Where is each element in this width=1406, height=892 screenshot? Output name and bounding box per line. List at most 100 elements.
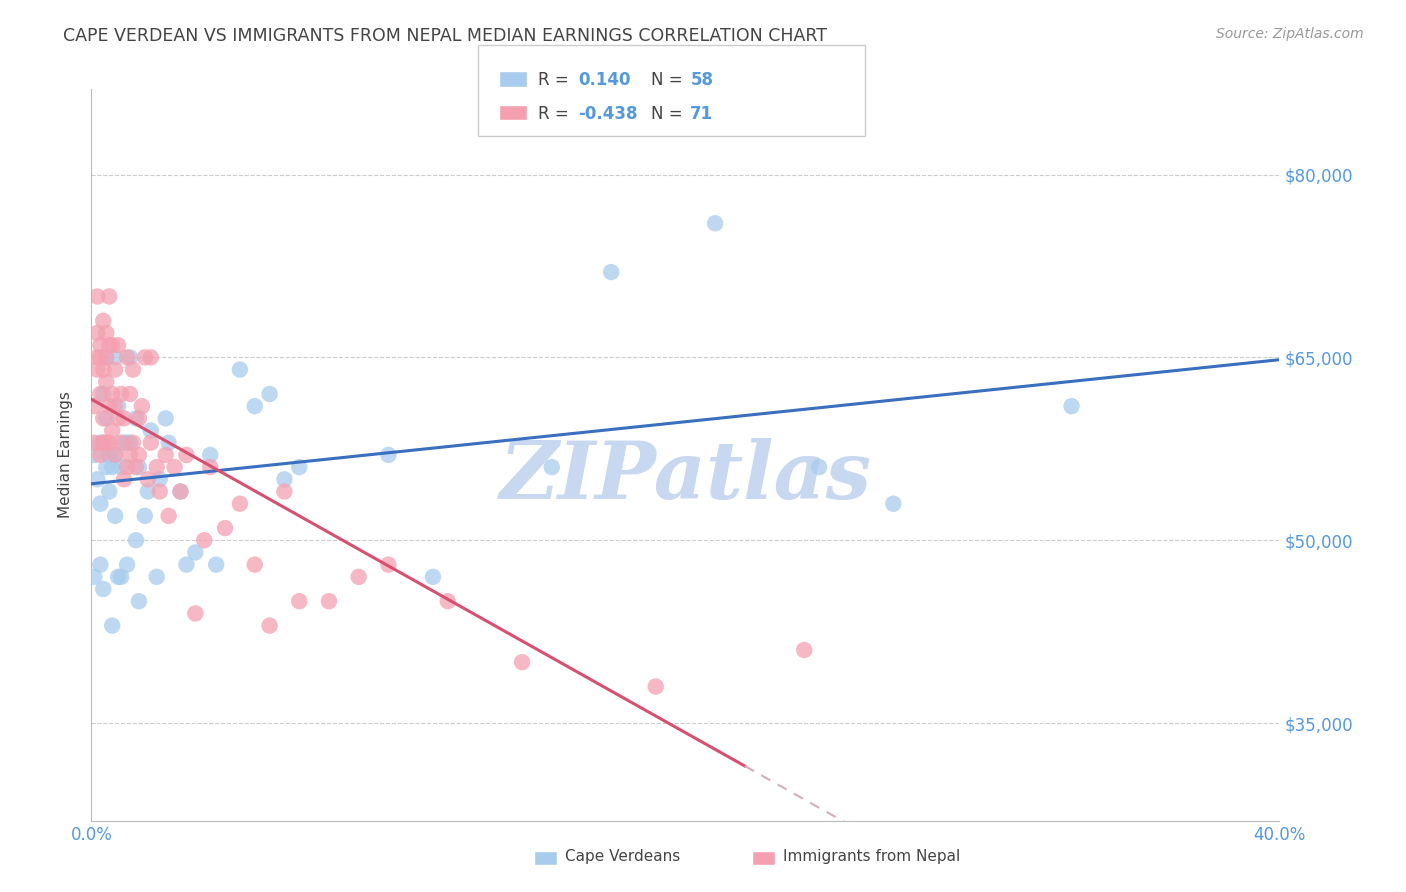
Point xyxy=(125,533,148,548)
Point xyxy=(89,448,111,462)
Point xyxy=(96,460,118,475)
Text: Immigrants from Nepal: Immigrants from Nepal xyxy=(783,849,960,864)
Point xyxy=(318,594,340,608)
Point xyxy=(86,362,108,376)
Point xyxy=(86,351,108,365)
Point xyxy=(229,497,252,511)
Point xyxy=(377,448,399,462)
Point xyxy=(510,655,533,669)
Point xyxy=(83,570,105,584)
Point xyxy=(98,289,121,303)
Point xyxy=(808,460,831,475)
Text: -0.438: -0.438 xyxy=(578,105,637,123)
Point xyxy=(110,387,132,401)
Point xyxy=(91,582,114,596)
Point xyxy=(118,387,141,401)
Point xyxy=(110,460,132,475)
Point xyxy=(98,435,121,450)
Point xyxy=(115,351,138,365)
Point xyxy=(125,460,148,475)
Point xyxy=(101,460,124,475)
Point xyxy=(128,594,150,608)
Point xyxy=(436,594,458,608)
Point xyxy=(112,435,135,450)
Point xyxy=(131,399,153,413)
Point xyxy=(86,472,108,486)
Point xyxy=(377,558,399,572)
Point xyxy=(184,545,207,559)
Point xyxy=(288,460,311,475)
Point xyxy=(112,472,135,486)
Point xyxy=(122,362,145,376)
Point xyxy=(200,460,222,475)
Point xyxy=(229,362,252,376)
Point xyxy=(793,643,815,657)
Point xyxy=(89,351,111,365)
Text: CAPE VERDEAN VS IMMIGRANTS FROM NEPAL MEDIAN EARNINGS CORRELATION CHART: CAPE VERDEAN VS IMMIGRANTS FROM NEPAL ME… xyxy=(63,27,827,45)
Point xyxy=(107,399,129,413)
Point xyxy=(83,399,105,413)
Point xyxy=(107,570,129,584)
Point xyxy=(1060,399,1083,413)
Point xyxy=(91,362,114,376)
Point xyxy=(184,607,207,621)
Point xyxy=(134,508,156,523)
Point xyxy=(101,618,124,632)
Point xyxy=(149,472,172,486)
Point xyxy=(91,435,114,450)
Point xyxy=(101,338,124,352)
Text: R =: R = xyxy=(538,105,575,123)
Point xyxy=(205,558,228,572)
Point xyxy=(273,472,295,486)
Text: 58: 58 xyxy=(690,71,713,89)
Text: N =: N = xyxy=(651,71,688,89)
Point xyxy=(422,570,444,584)
Point xyxy=(91,435,114,450)
Point xyxy=(169,484,191,499)
Point xyxy=(139,424,162,438)
Point xyxy=(104,508,127,523)
Point xyxy=(200,448,222,462)
Point xyxy=(96,411,118,425)
Point xyxy=(83,448,105,462)
Point xyxy=(89,435,111,450)
Point xyxy=(139,351,162,365)
Point xyxy=(139,435,162,450)
Point xyxy=(145,460,167,475)
Point xyxy=(176,558,198,572)
Point xyxy=(96,351,118,365)
Point xyxy=(91,387,114,401)
Point xyxy=(882,497,904,511)
Point xyxy=(86,289,108,303)
Point xyxy=(243,399,266,413)
Point xyxy=(91,314,114,328)
Point xyxy=(89,558,111,572)
Point xyxy=(98,448,121,462)
Y-axis label: Median Earnings: Median Earnings xyxy=(58,392,73,518)
Point xyxy=(347,570,370,584)
Point xyxy=(118,435,141,450)
Point xyxy=(644,680,666,694)
Point xyxy=(98,448,121,462)
Point xyxy=(118,448,141,462)
Point xyxy=(104,448,127,462)
Point xyxy=(136,472,159,486)
Point xyxy=(193,533,215,548)
Point xyxy=(104,448,127,462)
Point xyxy=(101,387,124,401)
Point xyxy=(96,351,118,365)
Point xyxy=(128,411,150,425)
Point xyxy=(101,424,124,438)
Point xyxy=(96,435,118,450)
Point xyxy=(115,435,138,450)
Point xyxy=(83,435,105,450)
Point xyxy=(89,387,111,401)
Point xyxy=(104,399,127,413)
Point xyxy=(96,326,118,340)
Point xyxy=(125,411,148,425)
Point xyxy=(169,484,191,499)
Point xyxy=(273,484,295,499)
Point xyxy=(107,338,129,352)
Point xyxy=(157,435,180,450)
Point xyxy=(145,570,167,584)
